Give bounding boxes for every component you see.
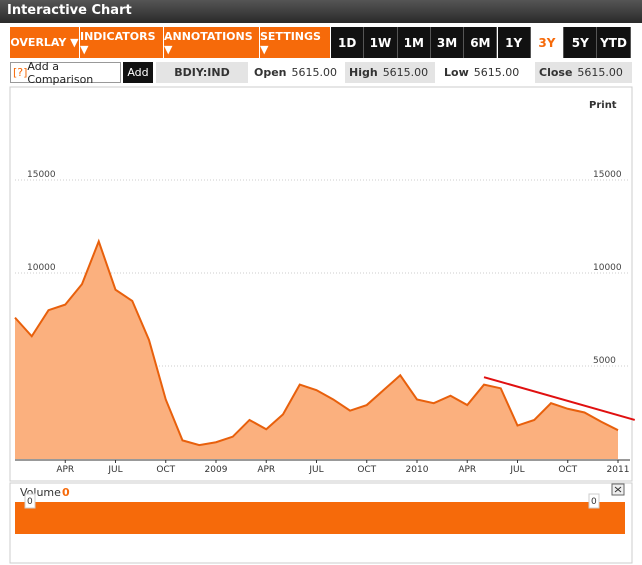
volume-scale-label: 0 (27, 497, 33, 507)
period-button[interactable]: 1Y (497, 27, 531, 58)
period-button[interactable]: YTD (597, 27, 631, 58)
header-title: Interactive Chart (0, 0, 642, 23)
x-tick-label: JUL (509, 465, 524, 475)
volume-value: 0 (62, 486, 70, 499)
volume-scale-box (24, 493, 36, 509)
x-tick-label: 2010 (406, 465, 429, 475)
y-tick-label-right: 15000 (593, 170, 622, 180)
period-button[interactable]: 1D (331, 27, 365, 58)
volume-scale-label: 0 (591, 497, 597, 507)
menu-button[interactable]: ANNOTATIONS ▼ (164, 27, 260, 58)
volume-bar (15, 502, 625, 534)
close-icon (614, 486, 622, 493)
area-fill (15, 241, 618, 459)
period-button[interactable]: 5Y (564, 27, 598, 58)
x-tick-label: APR (56, 465, 74, 475)
quote-field: Open 5615.00 (250, 62, 340, 83)
y-tick-label-right: 5000 (593, 356, 616, 366)
x-tick-label: APR (257, 465, 275, 475)
x-tick-label: OCT (357, 465, 376, 475)
period-button[interactable]: 3Y (530, 27, 565, 58)
x-tick-label: JUL (308, 465, 323, 475)
ticker: BDIY:IND (156, 62, 248, 83)
y-tick-label: 15000 (27, 170, 56, 180)
area-line (14, 238, 619, 447)
quote-field: High 5615.00 (345, 62, 435, 83)
menu-button[interactable]: INDICATORS ▼ (80, 27, 164, 58)
quote-value: 5615.00 (382, 66, 429, 79)
comparison-help: [?] (13, 66, 28, 79)
period-button[interactable]: 1M (397, 27, 431, 58)
period-button[interactable]: 6M (464, 27, 498, 58)
add-button[interactable]: Add (123, 62, 153, 83)
menu-button[interactable]: SETTINGS ▼ (260, 27, 331, 58)
comparison-placeholder: Add a Comparison (27, 59, 94, 86)
quote-label: High (349, 66, 378, 79)
quote-label: Low (444, 66, 469, 79)
x-tick-label: OCT (156, 465, 175, 475)
trendline (483, 376, 636, 421)
x-tick-label: OCT (558, 465, 577, 475)
menu-button[interactable]: OVERLAY ▼ (10, 27, 80, 58)
quote-label: Open (254, 66, 287, 79)
comparison-input[interactable]: [?] Add a Comparison (10, 59, 121, 86)
x-tick-label: JUL (107, 465, 122, 475)
period-button[interactable]: 3M (430, 27, 465, 58)
quote-value: 5615.00 (473, 66, 520, 79)
print-link[interactable]: Print (589, 100, 617, 111)
x-tick-label: 2009 (205, 465, 228, 475)
y-tick-label-right: 10000 (593, 263, 622, 273)
volume-scale-box (588, 493, 600, 509)
x-tick-label: 2011 (607, 465, 630, 475)
quote-value: 5615.00 (291, 66, 338, 79)
quote-field: Close 5615.00 (535, 62, 632, 83)
x-tick-label: APR (458, 465, 476, 475)
quote-field: Low 5615.00 (440, 62, 532, 83)
period-button[interactable]: 1W (364, 27, 398, 58)
quote-value: 5615.00 (577, 66, 623, 79)
y-tick-label: 10000 (27, 263, 56, 273)
quote-label: Close (539, 66, 573, 79)
